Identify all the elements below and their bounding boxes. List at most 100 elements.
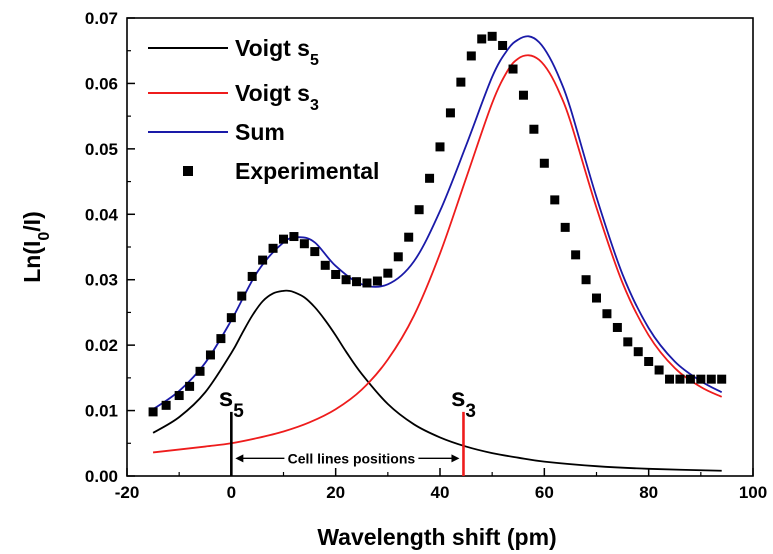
data-point-exp (675, 374, 685, 384)
data-point-exp (226, 313, 236, 323)
legend-label-subscript: 5 (310, 52, 319, 69)
legend-label-main: Voigt s (235, 80, 310, 106)
data-point-exp (258, 255, 268, 265)
x-tick-label: 60 (535, 483, 554, 502)
data-point-exp (148, 407, 158, 417)
cell-line-label-s5: s5 (219, 382, 244, 422)
cell-lines: s5 s3 (219, 382, 476, 476)
legend-label-s3: Voigt s3 (235, 80, 319, 114)
data-point-exp (665, 374, 675, 384)
x-tick-label: 80 (639, 483, 658, 502)
legend-label-s5: Voigt s5 (235, 35, 319, 69)
data-point-exp (487, 31, 497, 41)
y-axis-title: Ln(I0/I) (19, 211, 53, 283)
data-point-exp (592, 293, 601, 303)
data-point-exp (508, 64, 518, 74)
x-tick-label: -20 (115, 483, 140, 502)
data-point-exp (174, 391, 184, 401)
x-tick-label: 0 (227, 483, 236, 502)
data-point-exp (310, 247, 320, 257)
cell-line-label-s3: s3 (451, 382, 476, 422)
data-point-exp (466, 51, 476, 61)
y-axis-title-tail: /I) (19, 211, 45, 231)
data-point-exp (644, 357, 654, 366)
data-point-exp (685, 374, 695, 384)
y-tick-label: 0.06 (85, 74, 118, 93)
y-tick-label: 0.07 (85, 9, 118, 28)
data-point-exp (362, 278, 372, 288)
data-point-exp (696, 374, 706, 384)
data-point-exp (341, 275, 351, 285)
legend-swatch-exp (183, 166, 193, 176)
data-point-exp (268, 243, 278, 253)
data-point-exp (216, 334, 226, 344)
cell-line-label-subscript: 5 (233, 400, 244, 421)
y-tick-label: 0.01 (85, 402, 118, 421)
annotation-arrowhead-right (451, 454, 460, 463)
data-point-exp (320, 260, 330, 270)
data-point-exp (383, 268, 393, 278)
legend-label-subscript: 3 (310, 97, 319, 114)
data-point-exp (550, 195, 560, 205)
data-point-exp (161, 400, 171, 410)
data-point-exp (279, 234, 288, 244)
data-point-exp (623, 337, 633, 347)
y-tick-label: 0.02 (85, 336, 118, 355)
data-point-exp (445, 108, 455, 118)
x-axis: -20 0 20 40 60 80 100 (115, 468, 767, 502)
legend-label-main: Sum (235, 119, 285, 145)
data-point-exp (299, 239, 309, 249)
legend-label-sum: Sum (235, 119, 285, 145)
data-point-exp (414, 205, 424, 215)
x-tick-label: 40 (431, 483, 450, 502)
y-tick-label: 0.00 (85, 467, 118, 486)
data-point-exp (706, 374, 716, 384)
data-point-exp (654, 365, 664, 375)
annotation-arrowhead-left (235, 454, 244, 463)
data-point-exp (477, 34, 487, 44)
data-point-exp (237, 291, 247, 301)
data-point-exp (404, 232, 414, 242)
legend-label-exp: Experimental (235, 158, 379, 184)
data-point-exp (289, 232, 299, 242)
data-point-exp (571, 250, 581, 260)
series-line-s3 (152, 54, 723, 454)
data-point-exp (518, 90, 528, 100)
annotation-text: Cell lines positions (288, 450, 416, 466)
data-point-exp (612, 322, 622, 332)
data-point-exp (581, 275, 591, 285)
data-point-exp (352, 277, 362, 287)
data-point-exp (456, 77, 466, 87)
legend-label-main: Voigt s (235, 35, 310, 61)
cell-lines-annotation: Cell lines positions (235, 450, 460, 466)
data-point-exp (247, 271, 257, 281)
data-point-exp (331, 269, 341, 279)
series-layer (148, 31, 727, 472)
data-point-exp (633, 347, 643, 357)
y-tick-label: 0.05 (85, 140, 118, 159)
data-point-exp (560, 222, 570, 232)
data-point-exp (539, 158, 549, 168)
data-point-exp (717, 374, 727, 384)
data-point-exp (498, 40, 508, 50)
x-axis-title: Wavelength shift (pm) (317, 524, 556, 550)
data-point-exp (205, 350, 215, 360)
x-tick-label: 100 (739, 483, 767, 502)
data-point-exp (372, 276, 382, 286)
data-point-exp (435, 142, 445, 152)
x-tick-label: 20 (326, 483, 345, 502)
y-axis-title-main: Ln(I (19, 241, 45, 283)
y-axis: 0.00 0.01 0.02 0.03 0.04 0.05 0.06 0.07 (85, 9, 135, 486)
data-point-exp (195, 366, 205, 376)
cell-line-label-main: s (451, 382, 465, 412)
data-point-exp (425, 173, 435, 183)
legend-label-main: Experimental (235, 158, 379, 184)
data-point-exp (602, 309, 612, 319)
y-tick-label: 0.04 (85, 205, 119, 224)
cell-line-label-main: s (219, 382, 233, 412)
data-point-exp (185, 381, 195, 391)
y-axis-title-subscript: 0 (36, 232, 53, 241)
